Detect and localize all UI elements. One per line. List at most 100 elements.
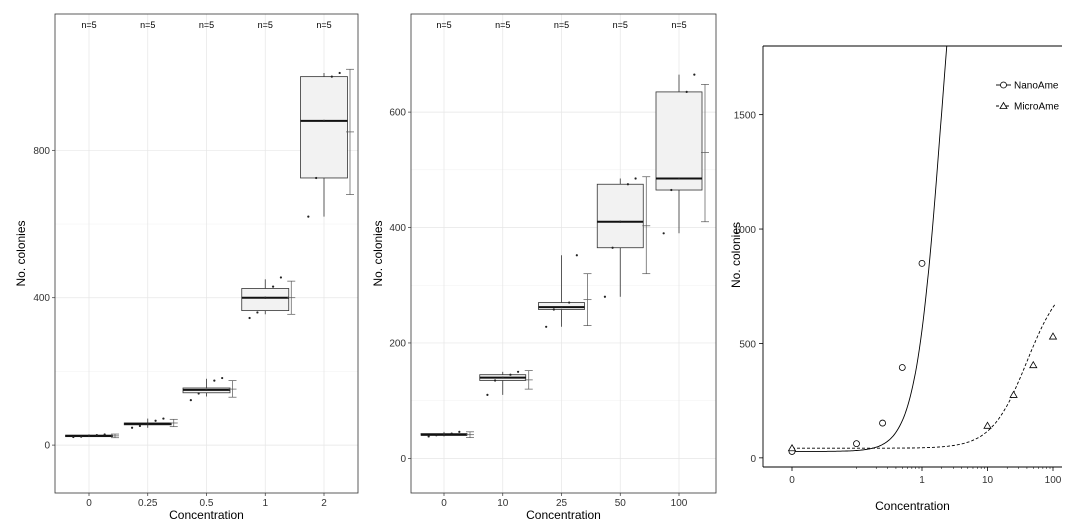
y-tick-label: 200 <box>389 338 406 349</box>
legend-label: MicroAme <box>1014 102 1059 113</box>
y-tick-label: 400 <box>33 293 50 304</box>
count-label: n=5 <box>316 20 331 30</box>
x-tick-label: 10 <box>982 475 994 486</box>
data-point <box>670 188 673 192</box>
box-panel-2 <box>408 13 717 496</box>
data-point <box>80 435 83 438</box>
marker-triangle <box>1048 332 1058 340</box>
x-tick-label: 0 <box>441 498 447 509</box>
y-tick-label: 0 <box>44 441 50 452</box>
box-rect <box>596 183 644 249</box>
box-panel-1 <box>52 13 359 496</box>
data-point <box>427 435 430 438</box>
data-point <box>619 220 622 223</box>
legend-label: NanoAme <box>1014 81 1059 92</box>
series-NanoAme <box>792 46 948 452</box>
x-tick-label: 0 <box>86 498 92 509</box>
series-MicroAme <box>792 303 1056 449</box>
x-tick-label: 0 <box>789 475 795 486</box>
data-point <box>493 379 497 382</box>
data-point <box>146 422 149 425</box>
legend-marker-circle <box>1000 81 1007 89</box>
y-tick-label: 1000 <box>734 225 757 236</box>
count-label: n=5 <box>554 20 569 30</box>
dose-response-panel <box>759 45 1062 471</box>
data-point <box>634 177 637 180</box>
marker-triangle <box>1009 390 1018 398</box>
data-point <box>95 434 98 437</box>
data-point <box>685 90 688 94</box>
data-point <box>87 434 91 437</box>
data-point <box>154 419 157 422</box>
count-label: n=5 <box>613 20 628 30</box>
data-point <box>693 73 696 76</box>
x-tick-label: 100 <box>671 498 688 509</box>
box-rect <box>655 91 703 191</box>
data-point <box>221 376 224 380</box>
data-point <box>501 376 504 379</box>
data-point <box>442 433 446 436</box>
y-axis-label: No. colonies <box>14 220 28 286</box>
y-tick-label: 600 <box>389 108 406 119</box>
count-label: n=5 <box>671 20 686 30</box>
data-point <box>138 424 142 428</box>
y-axis-label: No. colonies <box>371 220 385 286</box>
marker-circle <box>879 419 886 427</box>
data-point <box>611 246 614 249</box>
box-rect <box>241 288 290 312</box>
y-tick-label: 800 <box>33 146 50 157</box>
fit-curve-NanoAme <box>792 46 948 452</box>
data-point <box>205 388 208 391</box>
count-label: n=5 <box>258 20 273 30</box>
data-point <box>256 311 259 314</box>
y-tick-label: 0 <box>400 454 406 465</box>
y-tick-label: 500 <box>739 339 756 350</box>
marker-circle <box>898 364 906 371</box>
marker-triangle <box>1029 360 1038 369</box>
data-point <box>315 176 318 180</box>
marker-circle <box>853 440 860 448</box>
data-point <box>516 370 520 373</box>
count-label: n=5 <box>436 20 451 30</box>
data-point <box>162 417 165 420</box>
y-tick-label: 400 <box>389 223 406 234</box>
y-tick-label: 0 <box>750 454 756 465</box>
box-rect <box>538 302 585 310</box>
data-point <box>72 435 75 439</box>
x-axis-label: Concentration <box>526 508 601 522</box>
x-axis-label: Concentration <box>169 508 244 522</box>
x-tick-label: 50 <box>615 498 627 509</box>
count-label: n=5 <box>495 20 510 30</box>
data-point <box>677 177 681 180</box>
data-point <box>486 393 489 396</box>
count-label: n=5 <box>81 20 96 30</box>
count-label: n=5 <box>140 20 155 30</box>
data-point <box>103 433 106 436</box>
marker-circle <box>918 259 926 267</box>
data-point <box>271 285 275 288</box>
data-point <box>130 426 134 429</box>
data-point <box>279 276 283 279</box>
x-tick-label: 1 <box>919 475 925 486</box>
legend-marker-triangle <box>999 101 1008 109</box>
x-tick-label: 0.25 <box>138 498 158 509</box>
data-point <box>662 232 665 235</box>
data-point <box>458 430 461 433</box>
data-point <box>626 183 630 186</box>
data-point <box>552 308 555 311</box>
data-point <box>575 254 578 257</box>
fit-curve-MicroAme <box>792 303 1056 449</box>
x-axis-label: Concentration <box>875 499 950 513</box>
panel-border <box>410 13 717 494</box>
data-point <box>197 392 200 395</box>
data-point <box>568 301 571 304</box>
data-point <box>509 373 512 376</box>
marker-triangle <box>787 443 797 452</box>
data-point <box>435 434 438 437</box>
box-rect <box>300 76 348 179</box>
x-tick-label: 100 <box>1045 475 1062 486</box>
data-point <box>248 316 251 320</box>
data-point <box>264 296 267 299</box>
data-point <box>338 71 341 75</box>
